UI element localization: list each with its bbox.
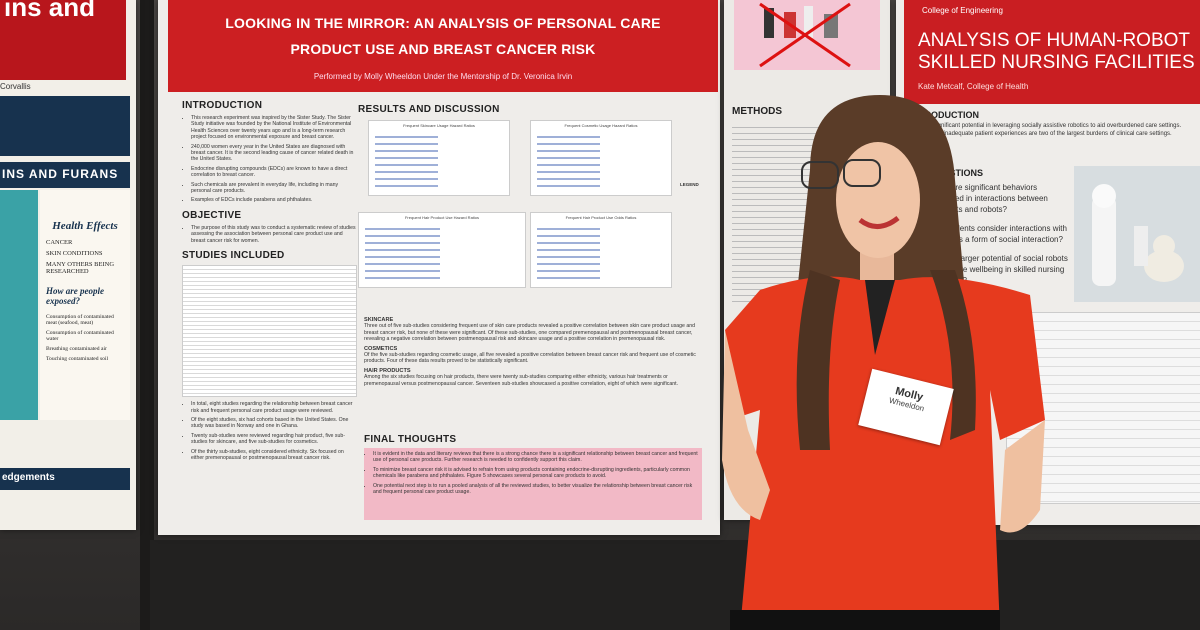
forest-plot bbox=[537, 131, 600, 189]
objective-bullet: The purpose of this study was to conduct… bbox=[191, 225, 357, 244]
products-figure bbox=[734, 0, 880, 70]
health-effects-title: Health Effects bbox=[52, 220, 118, 232]
left-title: ins and bbox=[4, 0, 96, 22]
left-arm bbox=[722, 330, 770, 520]
final-bullet: One potential next step is to run a pool… bbox=[373, 483, 702, 496]
question: What are significant behaviors displayed… bbox=[930, 183, 1048, 214]
right-college: College of Engineering bbox=[922, 6, 1003, 15]
left-banner: ins and bbox=[0, 0, 126, 80]
left-subtitle: Corvallis bbox=[0, 82, 31, 91]
figure: Frequent Hair Product Use Odds Ratios bbox=[530, 212, 672, 288]
section-text: Three out of five sub-studies considerin… bbox=[364, 323, 696, 343]
figure-title: Frequent Hair Product Use Odds Ratios bbox=[565, 215, 637, 220]
final-bullet-list: It is evident in the data and literary r… bbox=[364, 451, 702, 495]
right-banner: College of Engineering ANALYSIS OF HUMAN… bbox=[904, 0, 1200, 104]
person bbox=[722, 95, 1045, 630]
ack-bar: edgements bbox=[0, 468, 130, 490]
legend-title: LEGEND bbox=[680, 182, 699, 187]
intro-bullet-list: This research experiment was inspired by… bbox=[182, 115, 357, 204]
main-right-column: RESULTS AND DISCUSSION Frequent Skincare… bbox=[358, 104, 708, 524]
face bbox=[836, 142, 920, 258]
final-bullet: To minimize breast cancer risk it is adv… bbox=[373, 467, 702, 480]
section-text: Among the six studies focusing on hair p… bbox=[364, 374, 679, 387]
left-navy-block bbox=[0, 96, 130, 156]
health-item: SKIN CONDITIONS bbox=[46, 250, 103, 257]
top bbox=[725, 276, 1045, 630]
right-title-1: ANALYSIS OF HUMAN-ROBOT bbox=[918, 30, 1191, 51]
intro-bullet: Endocrine disrupting compounds (EDCs) ar… bbox=[191, 166, 357, 179]
main-byline: Performed by Molly Wheeldon Under the Me… bbox=[313, 72, 573, 81]
main-left-column: INTRODUCTION This research experiment wa… bbox=[182, 100, 357, 520]
forest-plot bbox=[365, 223, 440, 281]
final-thoughts-heading: FINAL THOUGHTS bbox=[364, 434, 457, 445]
studies-heading: STUDIES INCLUDED bbox=[182, 250, 285, 262]
left-heading-bar: INS AND FURANS bbox=[0, 162, 130, 188]
studies-bullet: Of the eight studies, six had cohorts ba… bbox=[191, 417, 357, 430]
intro-bullet: Examples of EDCs include parabens and ph… bbox=[191, 197, 357, 203]
exposure-item: Consumption of contaminated water bbox=[46, 330, 114, 342]
exposure-item: Consumption of contaminated meat (seafoo… bbox=[46, 314, 114, 326]
intro-bullet: Such chemicals are prevalent in everyday… bbox=[191, 182, 357, 195]
right-intro-text: There is significant potential in levera… bbox=[910, 123, 1182, 137]
ack-heading: edgements bbox=[2, 472, 55, 483]
board-base bbox=[150, 540, 1200, 630]
forest-plot bbox=[537, 223, 600, 281]
exposure-item: Touching contaminated soil bbox=[46, 356, 109, 362]
figure-title: Frequent Skincare Usage Hazard Ratios bbox=[403, 123, 475, 128]
final-bullet: It is evident in the data and literary r… bbox=[373, 451, 702, 464]
board-frame bbox=[140, 0, 154, 630]
methods-heading: METHODS bbox=[732, 106, 782, 117]
health-item: CANCER bbox=[46, 239, 73, 246]
question: Do residents consider interactions with … bbox=[930, 224, 1067, 244]
crossed-products bbox=[759, 2, 851, 68]
figure: Frequent Hair Product Use Hazard Ratios bbox=[358, 212, 526, 288]
studies-bullet: In total, eight studies regarding the re… bbox=[191, 401, 357, 414]
figure: Frequent Cosmetic Usage Hazard Ratios bbox=[530, 120, 672, 196]
figure: Frequent Skincare Usage Hazard Ratios bbox=[368, 120, 510, 196]
figure-title: Frequent Cosmetic Usage Hazard Ratios bbox=[564, 123, 638, 128]
right-arm bbox=[1000, 420, 1045, 533]
health-item: MANY OTHERS BEING RESEARCHED bbox=[46, 261, 115, 275]
intro-heading: INTRODUCTION bbox=[182, 100, 263, 111]
figure-title: Frequent Hair Product Use Hazard Ratios bbox=[404, 215, 480, 220]
right-author: Kate Metcalf, College of Health bbox=[918, 82, 1029, 91]
studies-bullet-list: In total, eight studies regarding the re… bbox=[182, 401, 357, 461]
section-heading: SKINCARE bbox=[364, 317, 394, 323]
exposure-item: Breathing contaminated air bbox=[46, 346, 107, 352]
main-title: LOOKING IN THE MIRROR: AN ANALYSIS OF PE… bbox=[225, 15, 661, 57]
main-poster: LOOKING IN THE MIRROR: AN ANALYSIS OF PE… bbox=[158, 0, 720, 535]
left-teal-strip bbox=[0, 190, 38, 420]
objective-bullet-list: The purpose of this study was to conduct… bbox=[182, 225, 357, 244]
studies-table bbox=[182, 265, 357, 398]
intro-bullet: This research experiment was inspired by… bbox=[191, 115, 357, 141]
exposure-title: How are people exposed? bbox=[46, 286, 104, 306]
section-text: Of the five sub-studies regarding cosmet… bbox=[364, 352, 696, 365]
right-title-2: SKILLED NURSING FACILITIES bbox=[918, 52, 1195, 73]
left-poster: ins and Corvallis INS AND FURANS Health … bbox=[0, 0, 136, 530]
right-questions-heading: QUESTIONS bbox=[930, 168, 984, 178]
robot-photo bbox=[1074, 166, 1200, 302]
left-info-card: Health Effects CANCER SKIN CONDITIONS MANY… bbox=[40, 190, 130, 420]
studies-bullet: Of the thirty sub-studies, eight conside… bbox=[191, 449, 357, 462]
studies-bullet: Twenty sub-studies were reviewed regardi… bbox=[191, 433, 357, 446]
final-thoughts-heading-wrap: FINAL THOUGHTS bbox=[364, 434, 456, 445]
main-banner: LOOKING IN THE MIRROR: AN ANALYSIS OF PE… bbox=[168, 0, 718, 92]
right-intro-heading: INTRODUCTION bbox=[910, 110, 979, 120]
robots bbox=[1092, 184, 1184, 286]
section-heading: COSMETICS bbox=[364, 345, 398, 352]
results-heading: RESULTS AND DISCUSSION bbox=[358, 104, 500, 115]
section-heading: HAIR PRODUCTS bbox=[364, 367, 411, 374]
intro-bullet: 240,000 women every year in the United S… bbox=[191, 144, 357, 163]
forest-plot bbox=[375, 131, 438, 189]
objective-heading: OBJECTIVE bbox=[182, 209, 242, 221]
left-heading: INS AND FURANS bbox=[2, 167, 119, 181]
